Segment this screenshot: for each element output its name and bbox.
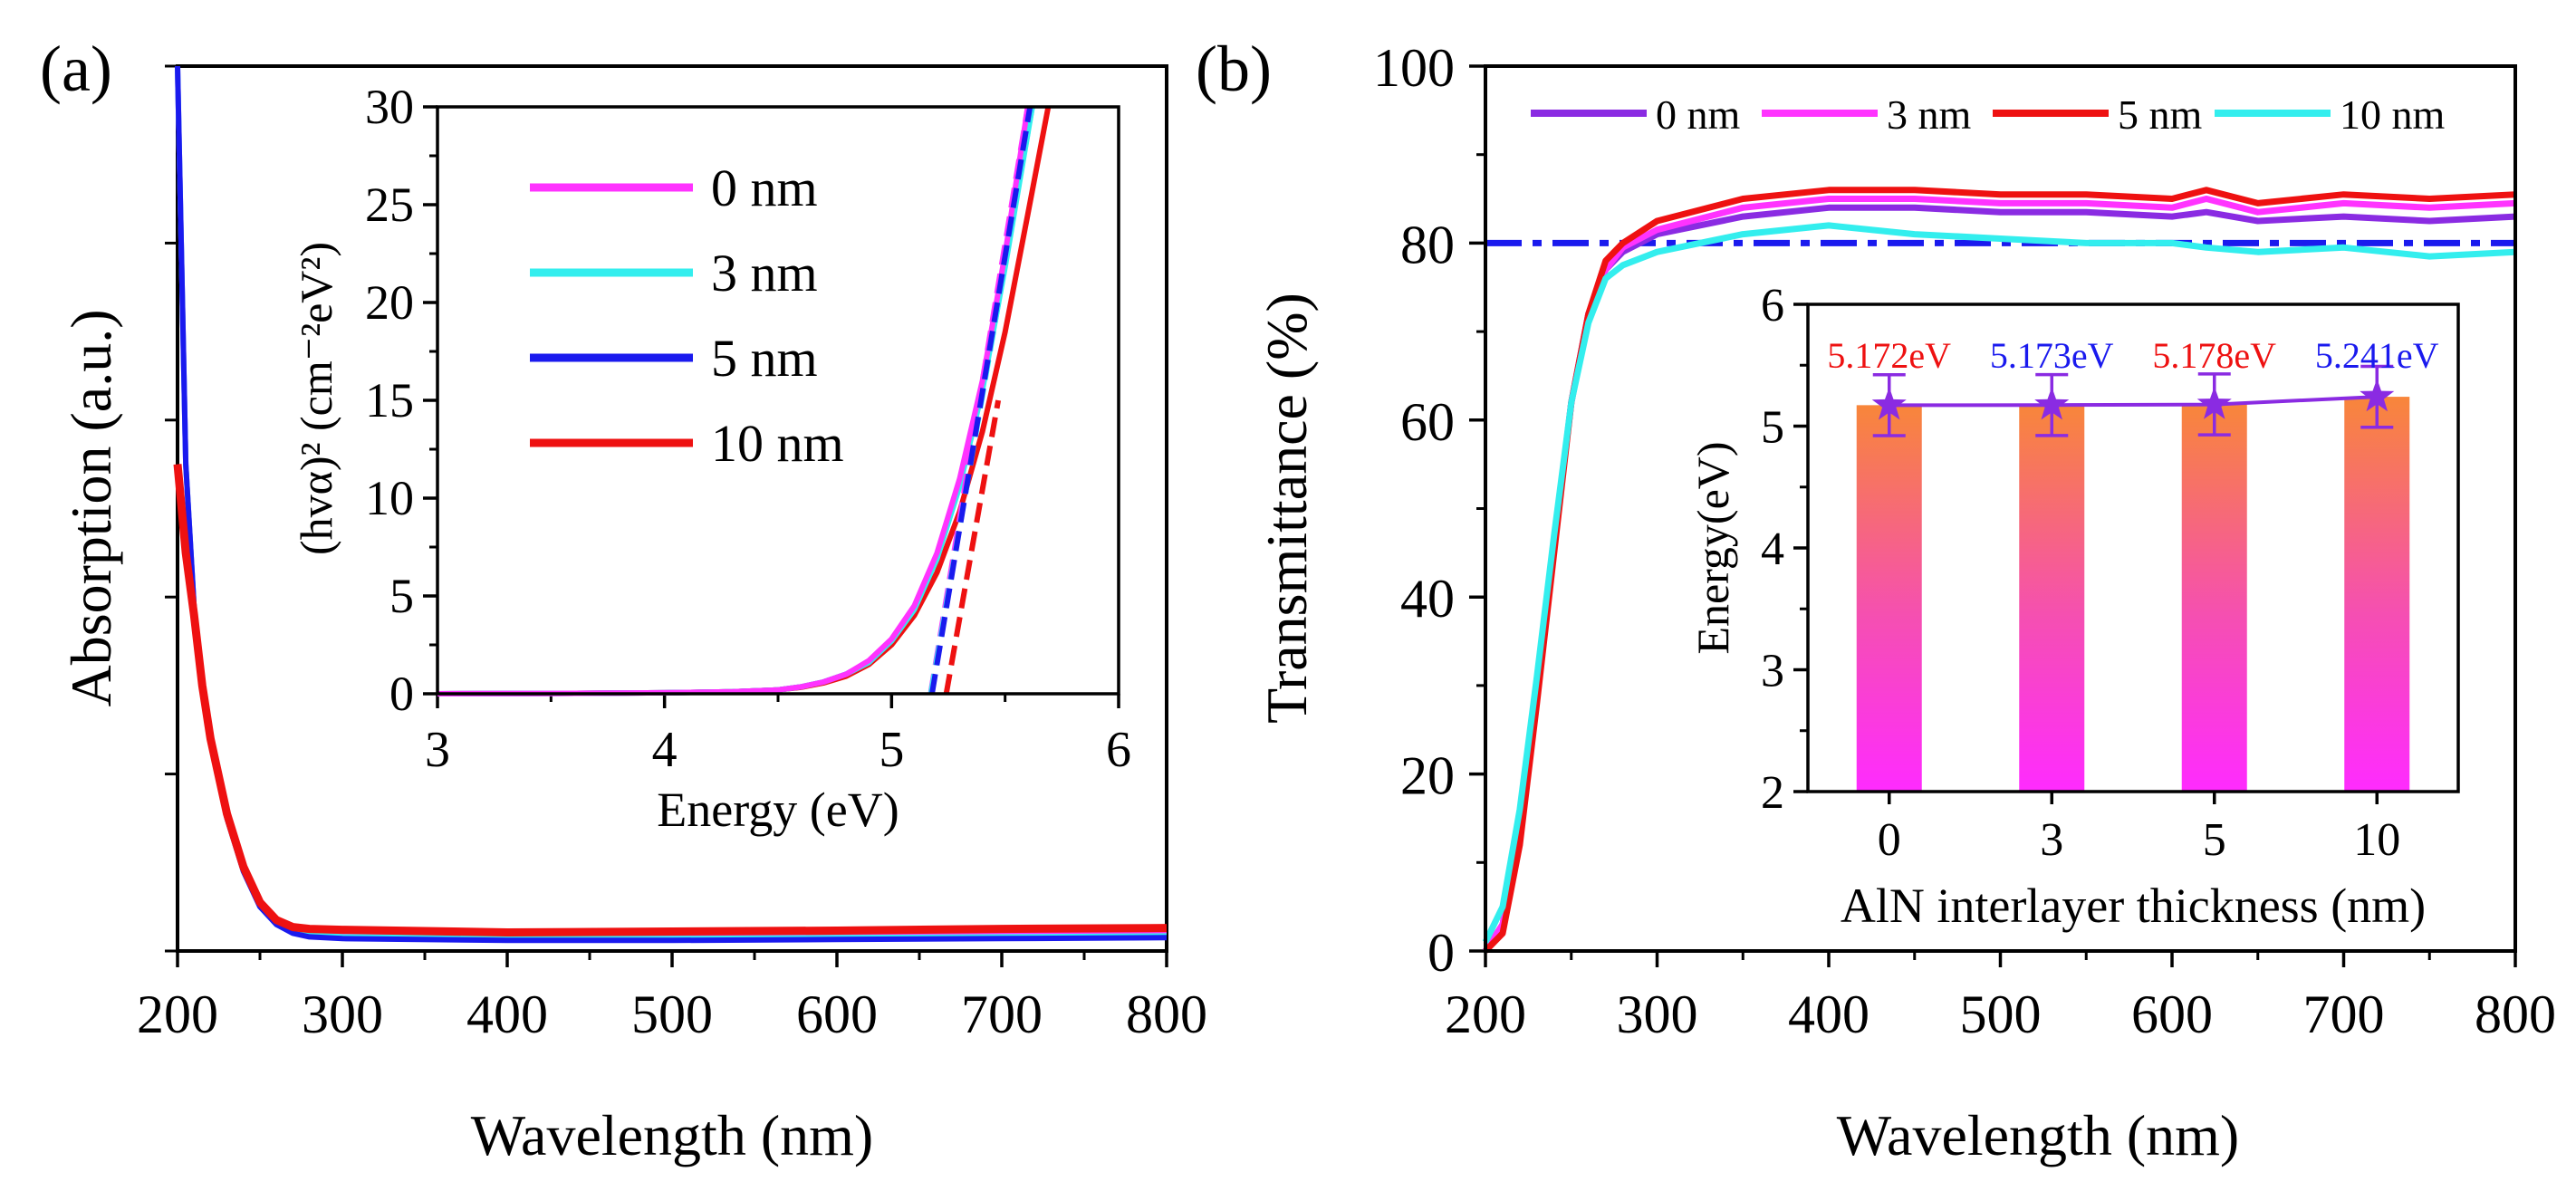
panel-b-label: (b) bbox=[1196, 33, 1272, 105]
panel-a-inset-x-tick-label: 6 bbox=[1106, 722, 1131, 778]
panel-b-x-tick-label: 400 bbox=[1788, 984, 1870, 1044]
panel-b-inset: 5.172eV 5.173eV 5.178eV 5.241eV 0 3 5 1023456 … bbox=[1687, 280, 2460, 933]
panel-b-plot-frame bbox=[1484, 64, 2517, 953]
panel-a-x-tick-label: 400 bbox=[466, 984, 548, 1044]
panel-a-x-tick-label: 300 bbox=[302, 984, 383, 1044]
panel-a-inset-tangent-line bbox=[943, 399, 1002, 695]
panel-b-inset-value-label: 5.178eV bbox=[2152, 335, 2276, 376]
panel-b-y-tick-label: 60 bbox=[1400, 392, 1455, 452]
panel-b-inset-value-label: 5.172eV bbox=[1827, 335, 1951, 376]
panel-a-inset-legend-label: 5 nm bbox=[711, 329, 818, 388]
panel-b-x-tick-label: 700 bbox=[2303, 984, 2385, 1044]
panel-b-series-line bbox=[1482, 222, 2516, 944]
panel-b-legend-label: 5 nm bbox=[2118, 91, 2203, 138]
panel-b-inset-bar bbox=[2181, 404, 2247, 792]
panel-a-inset: 3 4 5 6 0 5 10 15 20 25 30 0 nm 3 nm 5 nm 10 nm Energ… bbox=[291, 80, 1131, 837]
panel-b-y-tick-label: 80 bbox=[1400, 215, 1455, 274]
panel-b-legend: 0 nm 3 nm 5 nm 10 nm bbox=[1531, 91, 2446, 138]
panel-b-inset-trend-line bbox=[1889, 395, 2378, 408]
panel-a-inset-y-tick-label: 30 bbox=[365, 80, 414, 134]
panel-b-inset-x-axis-label: AlN interlayer thickness (nm) bbox=[1841, 879, 2426, 933]
panel-b-x-tick-label: 300 bbox=[1617, 984, 1698, 1044]
panel-a-inset-tangent-line bbox=[929, 106, 1033, 695]
panel-a-inset-x-tick-label: 3 bbox=[425, 722, 450, 778]
panel-b-inset-x-tick-label: 0 bbox=[1878, 814, 1901, 866]
panel-b-inset-bar bbox=[2344, 397, 2410, 792]
panel-b-inset-bar bbox=[1856, 405, 1922, 792]
panel-b-inset-ticks: 0 3 5 10 2 3 4 5 6 bbox=[1761, 280, 2400, 866]
panel-a-x-tick-label: 800 bbox=[1126, 984, 1207, 1044]
panel-b-inset-y-tick-label: 5 bbox=[1761, 402, 1784, 454]
panel-a-series bbox=[173, 65, 1168, 944]
panel-b-inset-y-tick-label: 6 bbox=[1761, 280, 1784, 331]
panel-b-inset-star-marker bbox=[2360, 379, 2395, 412]
panel-a-inset-legend: 0 nm 3 nm 5 nm 10 nm bbox=[530, 158, 844, 473]
panel-a-inset-ticks: 3 4 5 6 0 5 10 15 20 25 30 bbox=[365, 80, 1131, 778]
panel-b-y-axis-label: Transmittance (%) bbox=[1254, 293, 1319, 724]
panel-b-series bbox=[1482, 187, 2516, 954]
panel-a-inset-background bbox=[437, 107, 1119, 694]
panel-b-legend-label: 0 nm bbox=[1656, 91, 1741, 138]
panel-a-inset-legend-label: 10 nm bbox=[711, 414, 844, 473]
panel-b-inset-bars: 5.172eV 5.173eV 5.178eV 5.241eV bbox=[1827, 335, 2439, 792]
panel-a-x-tick-label: 500 bbox=[631, 984, 713, 1044]
panel-a-inset-y-axis-label: (hvα)² (cm⁻²eV²) bbox=[291, 242, 341, 555]
panel-b-inset-star-marker bbox=[2196, 386, 2232, 419]
panel-b-inset-y-tick-label: 3 bbox=[1761, 646, 1784, 697]
panel-b-inset-value-label: 5.173eV bbox=[1990, 335, 2114, 376]
panel-b-legend-label: 3 nm bbox=[1887, 91, 1972, 138]
panel-b-x-tick-label: 600 bbox=[2131, 984, 2213, 1044]
panel-a-inset-y-tick-label: 10 bbox=[365, 471, 414, 525]
panel-b-inset-x-tick-label: 3 bbox=[2040, 814, 2063, 866]
panel-b-y-tick-label: 20 bbox=[1400, 746, 1455, 806]
panel-b-x-tick-label: 800 bbox=[2475, 984, 2556, 1044]
panel-b-y-tick-label: 0 bbox=[1427, 923, 1455, 983]
panel-a-label: (a) bbox=[40, 33, 112, 105]
panel-a-inset-legend-label: 0 nm bbox=[711, 158, 818, 217]
panel-a-inset-x-tick-label: 4 bbox=[652, 722, 678, 778]
panel-a-inset-x-tick-label: 5 bbox=[879, 722, 904, 778]
panel-b-x-axis-label: Wavelength (nm) bbox=[1837, 1103, 2239, 1167]
panel-b-x-tick-label: 500 bbox=[1960, 984, 2042, 1044]
panel-a-inset-y-tick-label: 0 bbox=[389, 667, 414, 721]
panel-a-inset-y-tick-label: 15 bbox=[365, 373, 414, 427]
panel-a-inset-frame bbox=[436, 105, 1120, 696]
panel-b-y-tick-label: 100 bbox=[1373, 38, 1455, 98]
panel-b-inset-y-tick-label: 2 bbox=[1761, 767, 1784, 819]
panel-b-inset-x-tick-label: 5 bbox=[2203, 814, 2226, 866]
panel-a-series-line bbox=[173, 464, 1168, 936]
panel-a-x-axis-label: Wavelength (nm) bbox=[471, 1103, 873, 1167]
panel-b-inset-y-tick-label: 4 bbox=[1761, 523, 1784, 575]
panel-a-inset-y-tick-label: 25 bbox=[365, 178, 414, 232]
panel-b-inset-star-marker bbox=[1871, 387, 1907, 420]
panel-a-x-tick-label: 600 bbox=[796, 984, 878, 1044]
panel-a-y-axis-label: Absorption (a.u.) bbox=[59, 309, 123, 706]
panel-b-x-tick-label: 200 bbox=[1445, 984, 1526, 1044]
panel-b-inset-x-tick-label: 10 bbox=[2353, 814, 2400, 866]
panel-a: (a) 200 300 400 500 600 700 800 Wavelength (nm… bbox=[40, 33, 1207, 1167]
panel-a-x-tick-label: 200 bbox=[137, 984, 218, 1044]
panel-a-inset-legend-label: 3 nm bbox=[711, 244, 818, 303]
panel-b-y-tick-label: 40 bbox=[1400, 569, 1455, 629]
panel-a-inset-y-tick-label: 5 bbox=[389, 569, 414, 623]
panel-a-inset-y-tick-label: 20 bbox=[365, 275, 414, 330]
panel-b-inset-value-label: 5.241eV bbox=[2315, 335, 2439, 376]
panel-a-x-ticks: 200 300 400 500 600 700 800 bbox=[137, 64, 1207, 1044]
panel-a-x-tick-label: 700 bbox=[961, 984, 1043, 1044]
panel-b-legend-label: 10 nm bbox=[2340, 91, 2446, 138]
panel-b-inset-star-marker bbox=[2034, 387, 2070, 420]
panel-b-inset-bar bbox=[2019, 405, 2085, 792]
panel-b-inset-y-axis-label: Energy(eV) bbox=[1687, 441, 1738, 654]
panel-a-inset-x-axis-label: Energy (eV) bbox=[657, 783, 899, 837]
